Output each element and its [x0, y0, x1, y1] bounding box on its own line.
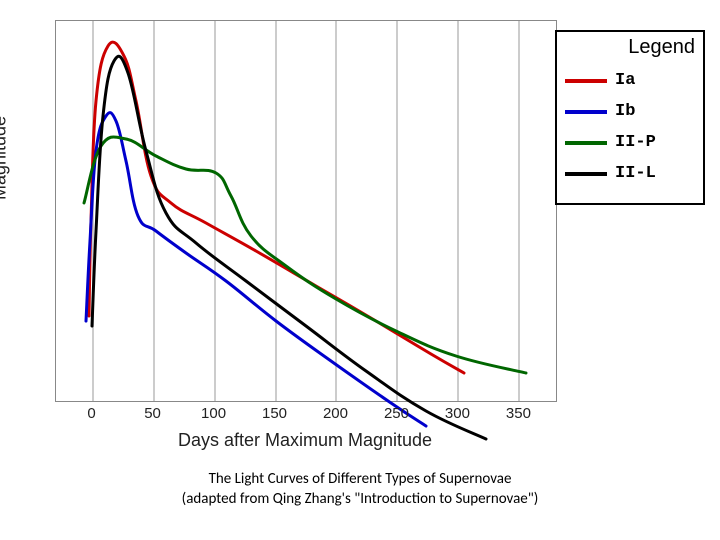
legend-label: Ia — [615, 71, 635, 90]
x-tick: 0 — [87, 405, 95, 422]
x-tick: 250 — [384, 405, 409, 422]
y-axis-label: Magnitude — [0, 116, 11, 200]
legend-row: Ib — [565, 102, 695, 121]
legend-row: Ia — [565, 71, 695, 90]
caption-line2: (adapted from Qing Zhang's "Introduction… — [0, 490, 720, 510]
legend-row: II-P — [565, 133, 695, 152]
caption-line1: The Light Curves of Different Types of S… — [0, 470, 720, 490]
x-tick: 100 — [201, 405, 226, 422]
x-tick: 50 — [144, 405, 161, 422]
caption: The Light Curves of Different Types of S… — [0, 470, 720, 509]
legend-title: Legend — [565, 36, 695, 59]
legend-swatch — [565, 110, 607, 114]
x-axis-label: Days after Maximum Magnitude — [55, 430, 555, 451]
legend-label: II-P — [615, 133, 656, 152]
legend-label: Ib — [615, 102, 635, 121]
series-Ia — [89, 42, 464, 373]
x-tick: 350 — [506, 405, 531, 422]
legend-swatch — [565, 141, 607, 145]
legend-label: II-L — [615, 164, 656, 183]
legend-swatch — [565, 172, 607, 176]
x-tick: 150 — [262, 405, 287, 422]
legend-box: Legend Ia Ib II-P II-L — [555, 30, 705, 205]
x-tick: 300 — [445, 405, 470, 422]
chart-area — [55, 20, 555, 400]
x-tick: 200 — [323, 405, 348, 422]
plot-box — [55, 20, 557, 402]
legend-swatch — [565, 79, 607, 83]
series-II-L — [92, 56, 486, 439]
page-container: Magnitude Days after Maximum Magnitude 0… — [0, 0, 720, 540]
x-tick-row: 0 50 100 150 200 250 300 350 — [55, 405, 555, 425]
curves-svg — [56, 21, 556, 401]
legend-row: II-L — [565, 164, 695, 183]
